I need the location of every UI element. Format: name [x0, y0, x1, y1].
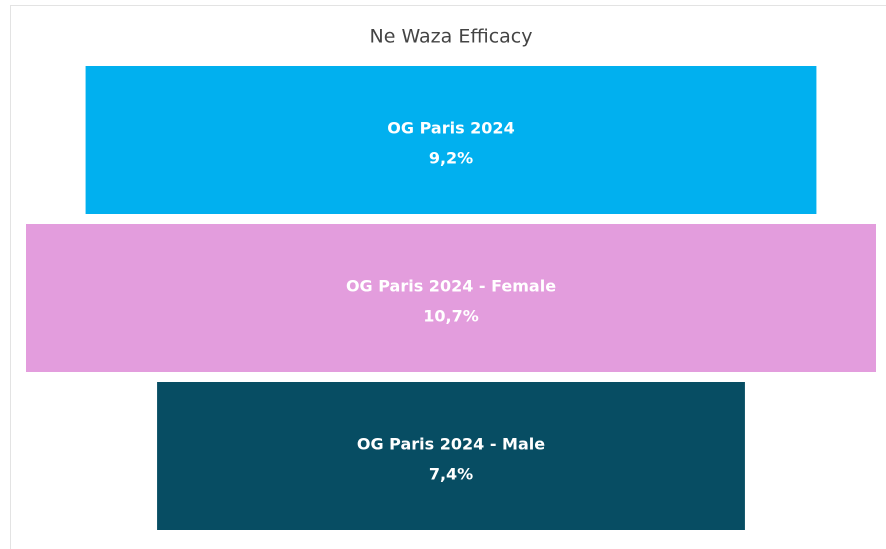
value-label: 9,2%	[429, 149, 473, 168]
value-label: 10,7%	[423, 307, 479, 326]
funnel-bar	[85, 66, 817, 214]
category-label: OG Paris 2024 - Female	[346, 277, 556, 296]
category-label: OG Paris 2024 - Male	[357, 435, 545, 454]
category-label: OG Paris 2024	[387, 119, 514, 138]
funnel-bar	[157, 382, 745, 530]
chart-title: Ne Waza Efficacy	[370, 26, 533, 48]
funnel-bar	[26, 224, 876, 372]
frame	[10, 5, 886, 549]
value-label: 7,4%	[429, 465, 473, 484]
